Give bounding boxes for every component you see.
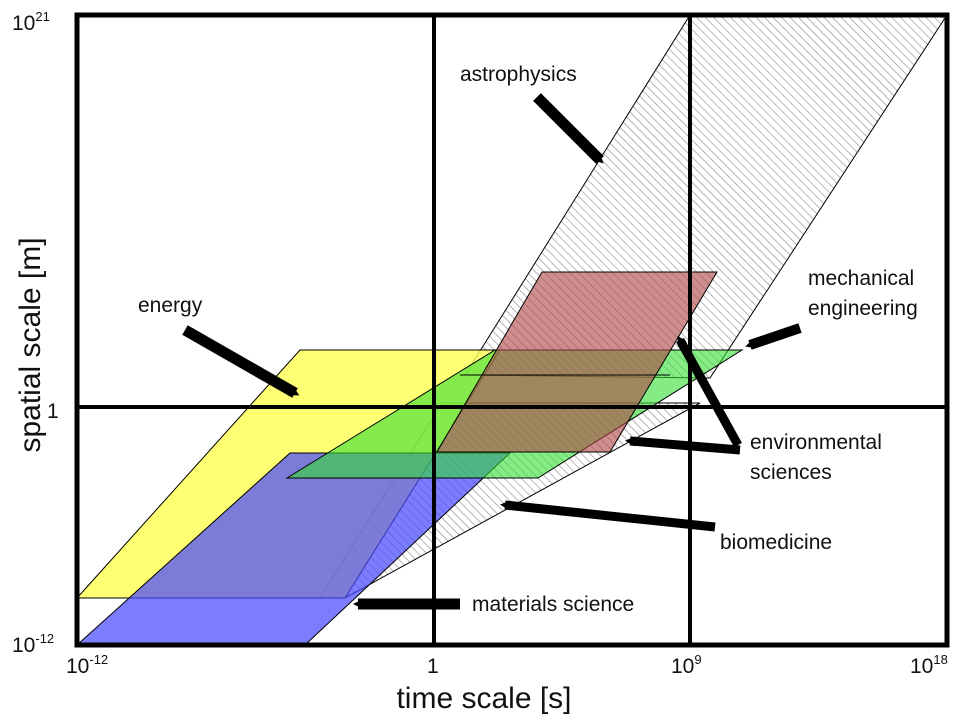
- y-tick-label-1e-12: 10-12: [12, 631, 54, 657]
- arrow-environmental-1: [676, 335, 742, 448]
- label-materials-science: materials science: [472, 593, 634, 616]
- x-axis-label: time scale [s]: [396, 682, 571, 715]
- x-tick-label-1e18: 1018: [910, 652, 948, 678]
- arrow-mechanical-engineering: [745, 323, 802, 350]
- y-tick-label-1: 1: [47, 400, 59, 423]
- arrow-biomedicine: [500, 500, 716, 532]
- label-environmental-1: environmental: [750, 431, 882, 454]
- label-energy: energy: [138, 294, 203, 317]
- y-tick-label-1e21: 1021: [12, 9, 50, 35]
- x-tick-label-1e-12: 10-12: [66, 652, 108, 678]
- label-biomedicine: biomedicine: [720, 531, 832, 554]
- label-mechanical-1: mechanical: [808, 267, 914, 290]
- x-tick-label-1e9: 109: [671, 652, 702, 678]
- y-axis-label: spatial scale [m]: [14, 237, 47, 452]
- arrow-environmental-2: [625, 436, 741, 455]
- x-tick-label-1: 1: [427, 655, 439, 678]
- label-mechanical-2: engineering: [808, 297, 918, 320]
- arrow-astrophysics: [533, 93, 604, 164]
- label-astrophysics: astrophysics: [460, 63, 577, 86]
- arrow-energy: [182, 325, 300, 398]
- plot-frame: [74, 12, 950, 648]
- label-environmental-2: sciences: [750, 461, 832, 484]
